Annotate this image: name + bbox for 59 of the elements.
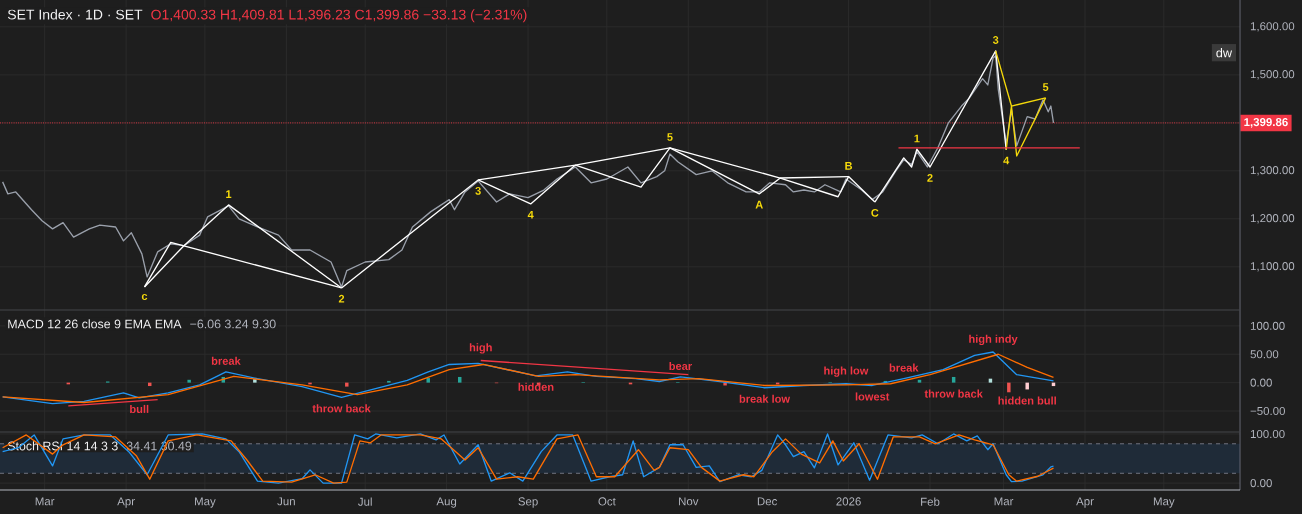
annotation: 2: [338, 294, 345, 303]
annotation: 5: [667, 133, 673, 141]
y-tick-label: 100.00: [1250, 429, 1285, 439]
annotation: break: [211, 356, 241, 365]
text: SET Index · 1D · SET: [7, 9, 143, 20]
x-tick-label: Sep: [518, 497, 538, 508]
annotation: 3: [475, 186, 481, 195]
annotation: dw: [1216, 48, 1233, 58]
annotation: hidden bull: [998, 396, 1056, 405]
annotation: 5: [1042, 83, 1049, 91]
annotation: 4: [1003, 156, 1010, 165]
annotation: throw back: [924, 389, 983, 398]
x-tick-label: 2026: [836, 497, 861, 506]
x-tick-label: Aug: [436, 497, 457, 508]
annotation: hidden: [518, 382, 554, 391]
x-tick-label: Jul: [358, 497, 372, 506]
x-tick-label: Mar: [994, 497, 1014, 506]
y-tick-label: 50.00: [1250, 350, 1279, 359]
annotation: high low: [824, 366, 869, 377]
y-tick-label: −50.00: [1250, 406, 1285, 416]
annotation: A: [755, 200, 763, 209]
text: O1,400.33 H1,409.81 L1,396.23 C1,399.86 −33.13 (−2.31%): [151, 9, 527, 23]
x-tick-label: May: [1153, 497, 1175, 508]
y-tick-label: 1,600.00: [1250, 22, 1295, 32]
annotation: 1: [226, 190, 232, 198]
annotation: 1: [914, 134, 920, 143]
text: MACD 12 26 close 9 EMA EMA: [8, 319, 182, 329]
y-tick-label: 1,200.00: [1250, 214, 1295, 224]
y-tick-label: 100.00: [1250, 321, 1285, 330]
annotation: throw back: [312, 404, 371, 413]
annotation: high indy: [969, 334, 1018, 346]
annotation: 3: [992, 36, 999, 44]
annotation: c: [141, 293, 148, 300]
ref-line-label: 1,399.86: [1244, 118, 1288, 128]
annotation: break low: [739, 394, 791, 403]
x-tick-label: Dec: [757, 497, 778, 506]
annotation: 2: [927, 173, 933, 182]
text: −6.06 3.24 9.30: [190, 319, 276, 329]
y-tick-label: 1,300.00: [1250, 166, 1295, 176]
annotation: B: [845, 162, 853, 170]
y-tick-label: 0.00: [1250, 479, 1272, 488]
x-tick-label: May: [195, 497, 216, 508]
y-tick-label: 1,500.00: [1250, 70, 1295, 80]
annotation: lowest: [855, 392, 890, 401]
x-tick-label: Feb: [921, 497, 940, 506]
annotation: C: [871, 208, 879, 217]
y-tick-label: 0.00: [1250, 378, 1272, 387]
annotation: break: [889, 363, 919, 372]
annotation: high: [469, 343, 492, 354]
y-tick-label: 1,100.00: [1250, 262, 1295, 272]
x-tick-label: Jun: [277, 497, 295, 506]
x-tick-label: Apr: [117, 497, 135, 508]
x-tick-label: Nov: [679, 497, 699, 506]
annotation: bull: [130, 404, 149, 414]
x-tick-label: Apr: [1076, 497, 1094, 508]
annotation: 4: [527, 210, 534, 219]
x-tick-label: Mar: [35, 497, 55, 506]
annotation: bear: [669, 361, 692, 371]
x-tick-label: Oct: [598, 497, 616, 506]
